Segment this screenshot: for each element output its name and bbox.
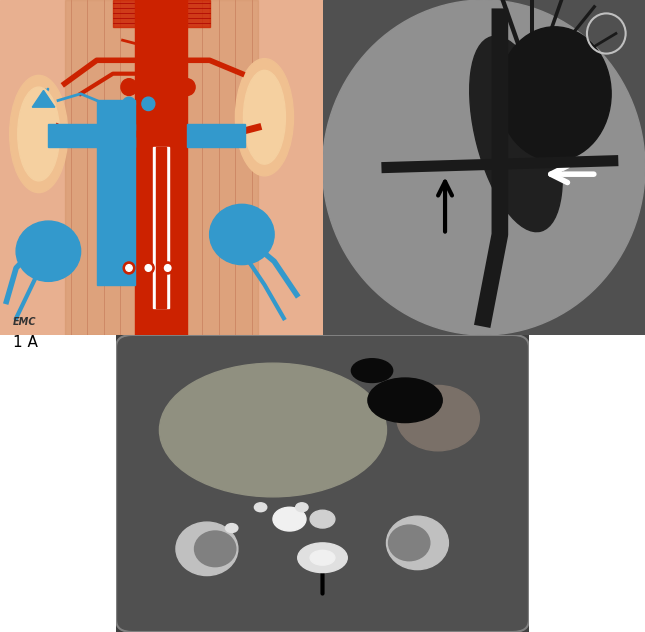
Ellipse shape [195,531,236,567]
Ellipse shape [17,87,59,181]
Text: 4: 4 [308,170,317,184]
Circle shape [162,262,174,274]
Text: 1 B: 1 B [329,335,354,350]
Polygon shape [32,90,55,107]
Ellipse shape [470,36,562,232]
Ellipse shape [298,543,347,573]
Ellipse shape [386,516,448,569]
Ellipse shape [368,378,442,423]
Ellipse shape [16,221,81,281]
Text: 3: 3 [308,146,317,160]
Circle shape [160,79,175,95]
FancyBboxPatch shape [116,335,529,632]
Circle shape [179,79,195,95]
Circle shape [126,265,132,271]
Circle shape [123,262,135,274]
Ellipse shape [310,550,335,565]
Text: 7: 7 [308,246,317,260]
Ellipse shape [10,75,68,193]
Circle shape [273,507,306,531]
Circle shape [143,262,154,274]
Bar [156,147,166,308]
Circle shape [254,503,267,512]
Text: 1: 1 [308,21,317,35]
Ellipse shape [499,27,611,161]
Bar [113,0,210,27]
Bar [97,100,135,284]
Ellipse shape [388,525,430,561]
Circle shape [310,510,335,528]
Ellipse shape [243,70,285,164]
Ellipse shape [322,0,645,335]
Circle shape [142,97,155,111]
Circle shape [295,503,308,512]
Ellipse shape [176,522,238,576]
Bar [48,124,135,147]
Bar [64,0,258,335]
Ellipse shape [159,363,386,497]
Ellipse shape [210,204,274,265]
Ellipse shape [235,59,293,176]
Circle shape [121,79,137,95]
Bar [135,0,187,335]
Text: 1 C: 1 C [116,613,141,628]
Bar [154,147,169,308]
Circle shape [226,523,238,533]
Ellipse shape [397,386,479,451]
Circle shape [145,265,152,271]
Text: 2: 2 [308,126,317,140]
Bar [187,124,245,147]
Text: 1 A: 1 A [13,335,38,350]
Circle shape [123,97,135,111]
Circle shape [164,265,171,271]
Text: 5: 5 [308,195,317,209]
Text: 6: 6 [308,219,317,233]
Ellipse shape [352,359,393,382]
Circle shape [141,79,156,95]
Text: EMC: EMC [13,317,36,327]
